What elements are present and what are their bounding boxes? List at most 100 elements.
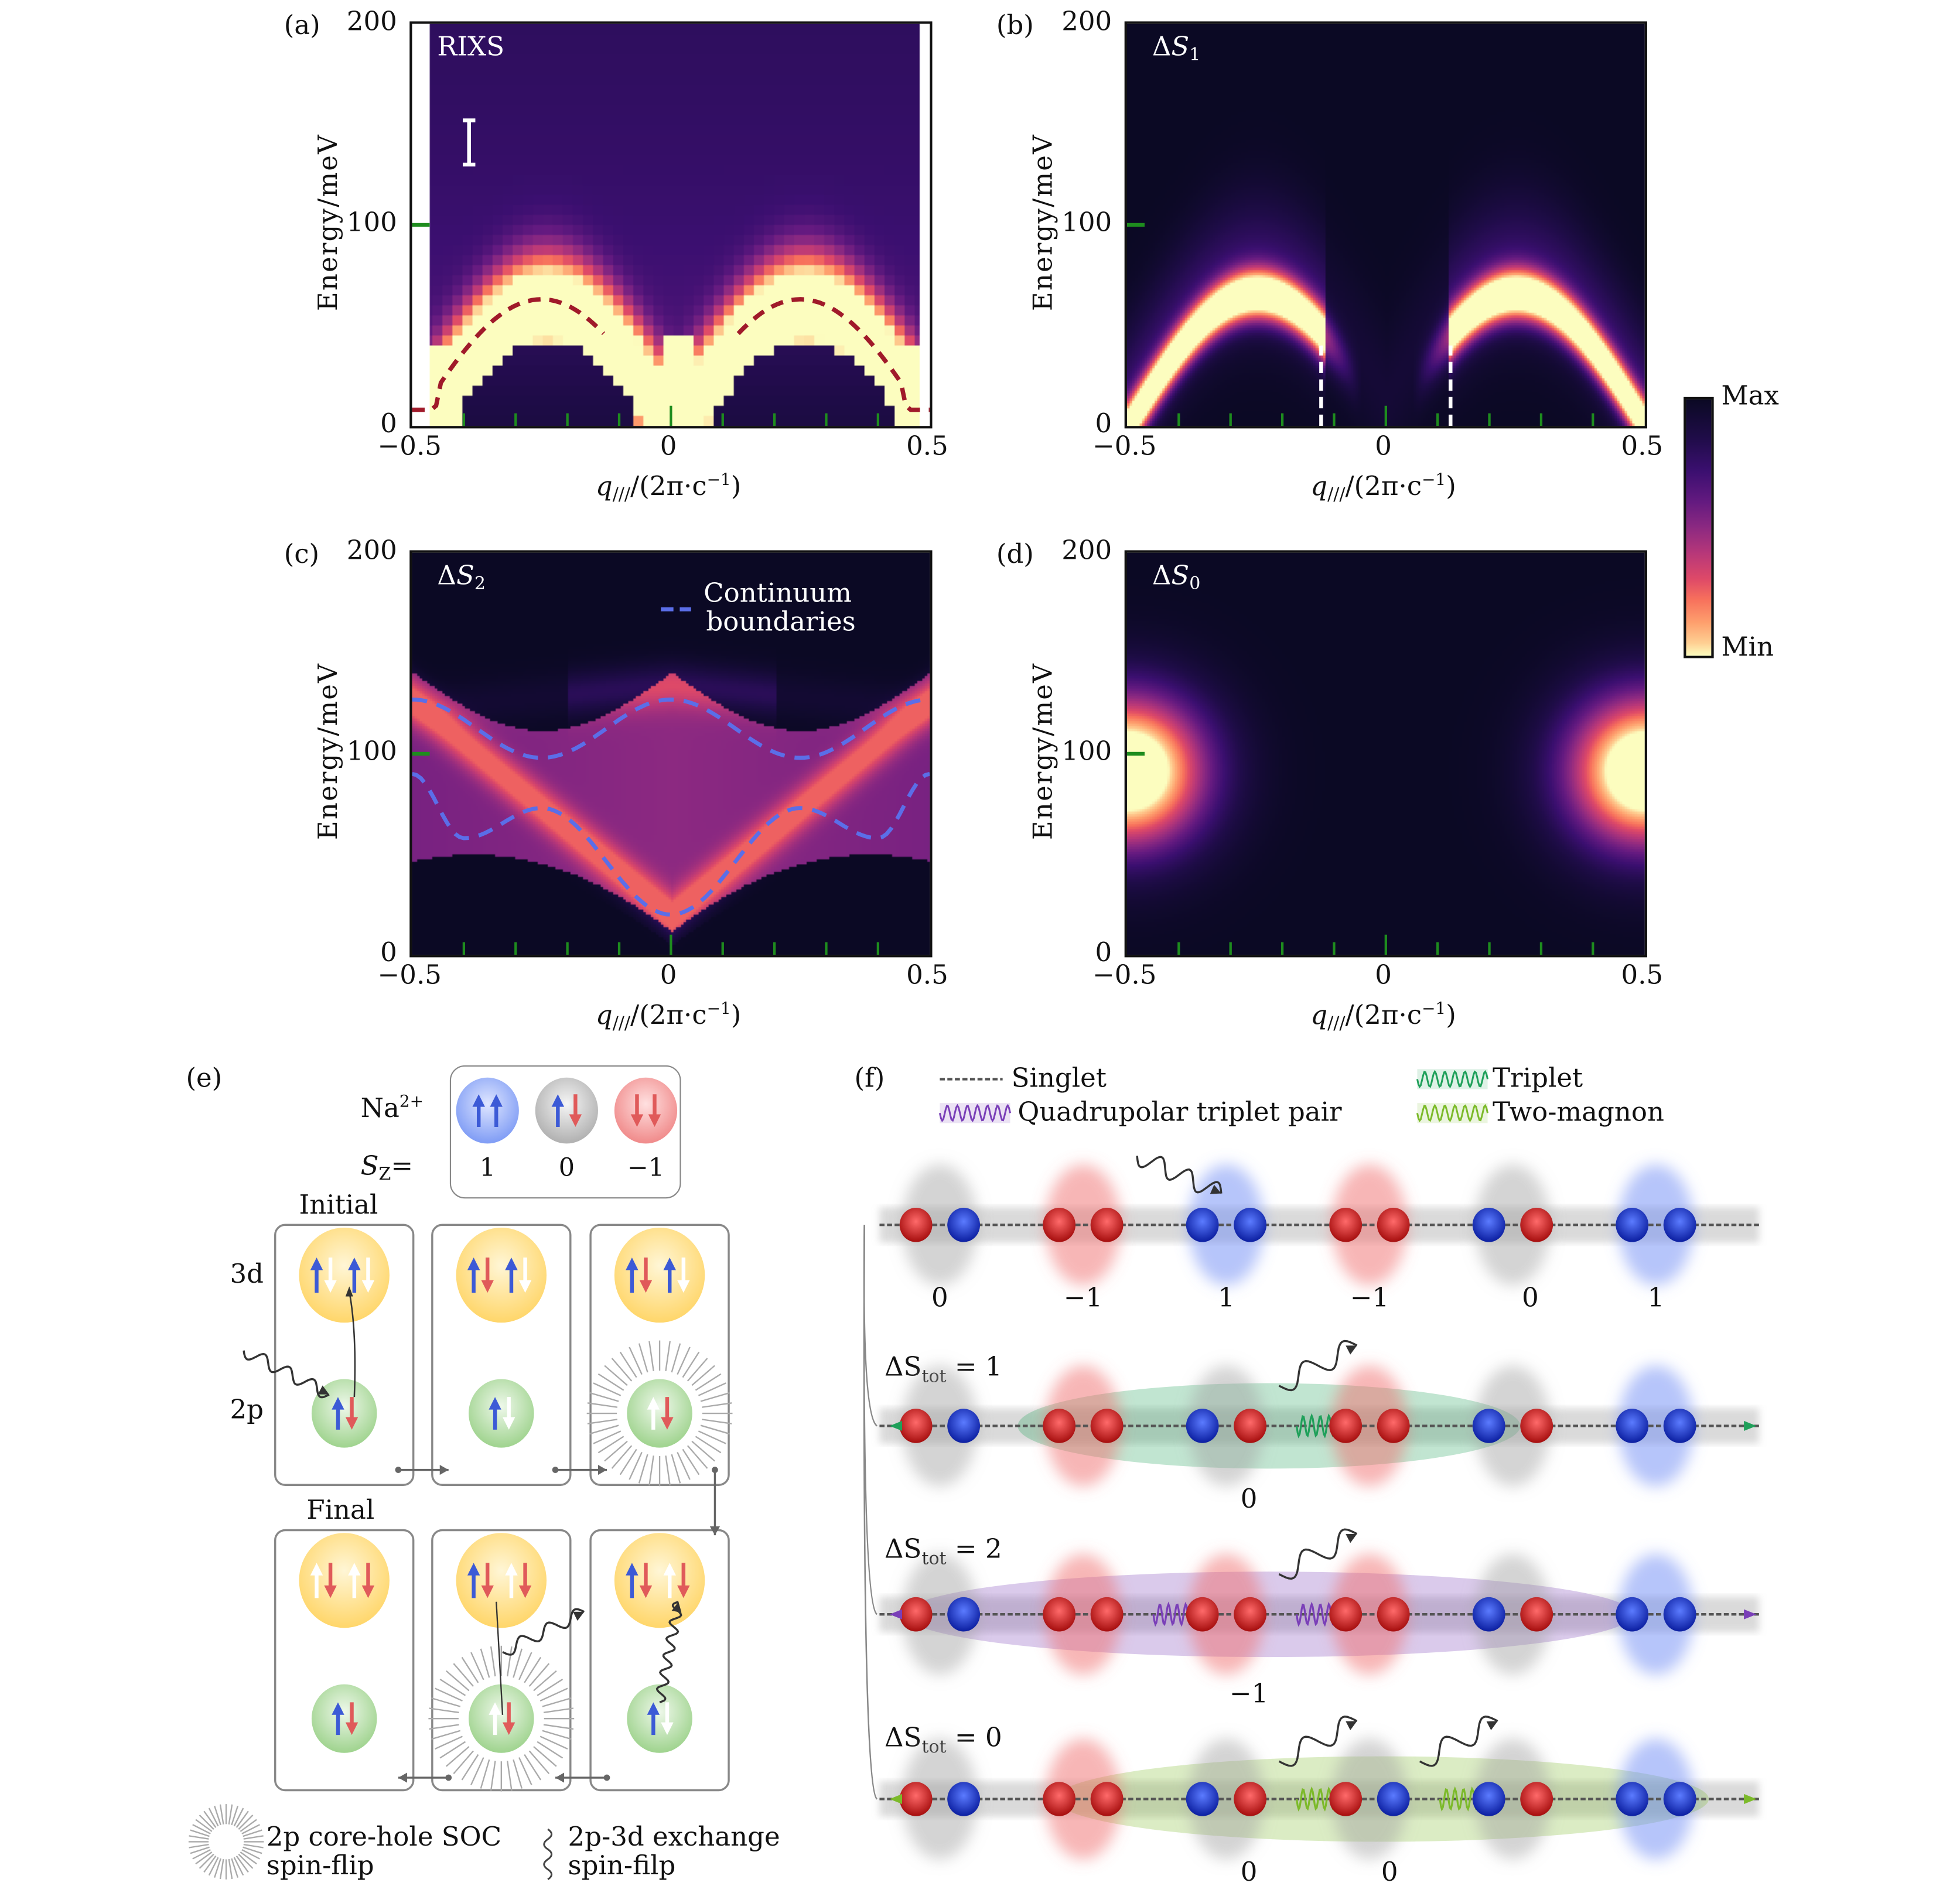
site-sz-value: −1 [1350,1282,1389,1313]
panel-label-e: (e) [186,1062,223,1094]
process-step-2 [431,1224,572,1486]
spin-up-arrow-icon [626,1563,638,1598]
spin-down-arrow-icon [502,1702,515,1735]
emitted-photon-icon [1278,1340,1358,1392]
site-sz-value: 1 [1648,1282,1665,1313]
dispersion-curve [412,297,606,412]
x-tick-label: −0.5 [1092,959,1157,990]
legend-two-magnon: Two-magnon [1493,1096,1665,1127]
spin-up-site [947,1409,981,1443]
chain-arrow-right-icon [1744,1420,1757,1431]
sz-equals: = [391,1150,414,1181]
3d-orbital [614,1227,705,1323]
heatmap-canvas-b [1126,23,1645,426]
spin-down-site [1186,1597,1219,1632]
colorbar-min-label: Min [1721,631,1774,662]
spin-down-arrow-icon [361,1258,375,1293]
spin-down-site [1234,1782,1267,1816]
spin-down-arrow-icon [661,1397,674,1430]
row-sz-value: 0 [1241,1856,1258,1884]
site-halo-red [1045,1164,1121,1286]
spin-up-arrow-icon [647,1397,660,1430]
spin-down-site [1234,1597,1267,1632]
y-tick-label: 100 [346,736,397,767]
legend-continuum-line1: Continuum [704,578,852,609]
spin-up-site [1186,1207,1219,1242]
site-halo-blue [1618,1164,1694,1286]
row-label-2p: 2p [230,1394,264,1425]
spin-up-site [1377,1782,1410,1816]
site-halo-gray [1331,1738,1408,1860]
x-tick-label: 0.5 [1621,430,1664,462]
site-halo-red [1045,1554,1121,1675]
exchange-spin-flip-icon [543,1828,553,1881]
site-halo-red [1331,1365,1408,1487]
spin-down-site [1043,1409,1076,1443]
spin-down-arrow-icon [324,1563,337,1598]
chain-arrow-left-icon [889,1793,903,1805]
panel-label-c: (c) [284,539,320,569]
row-sz-value: 0 [1241,1483,1258,1514]
emitted-photon-icon [502,1608,585,1656]
chain-arrow-left-icon [889,1420,903,1431]
spin-down-arrow-icon [661,1702,674,1735]
spin-up-site [1663,1597,1696,1632]
chain-delta-s-0 [879,1340,1759,1487]
spin-down-arrow-icon [481,1258,494,1293]
y-tick-label: 200 [1061,6,1112,37]
spin-down-arrow-icon [569,1094,582,1127]
spin-down-site [1520,1409,1553,1443]
spin-down-site [899,1207,933,1242]
spin-up-arrow-icon [647,1702,660,1735]
na-ion-halo [614,1077,678,1144]
x-tick-label: −0.5 [377,959,442,990]
heatmap-canvas-c [412,552,930,955]
spin-down-arrow-icon [481,1563,494,1598]
spin-up-site [1663,1207,1696,1242]
spin-down-site [1377,1597,1410,1632]
spin-up-arrow-icon [505,1563,518,1598]
x-tick-label: 0 [1375,959,1392,990]
row-sz-value: −1 [1230,1677,1268,1709]
na-ion-halo [456,1077,519,1144]
panel-title-c: ΔS2 [437,560,486,594]
spin-up-arrow-icon [663,1258,676,1293]
y-tick-label: 100 [1061,736,1112,767]
2p-orbital [311,1684,377,1753]
soc-spin-flip-burst-icon [188,1804,264,1880]
spin-up-arrow-icon [505,1258,518,1293]
spin-up-arrow-icon [551,1094,565,1127]
panel-label-b: (b) [996,10,1034,40]
rixs-process-diagram [243,1224,733,1792]
y-tick-label: 100 [346,207,397,238]
site-halo-red [1189,1554,1264,1675]
two-magnon-legend-icon [1416,1103,1489,1123]
legend-triplet: Triplet [1493,1062,1583,1094]
spin-up-arrow-icon [467,1258,480,1293]
x-axis-label: q////(2π·c−1) [595,1000,742,1034]
x-axis-label: q////(2π·c−1) [1310,1000,1456,1034]
triplet-legend-icon [1416,1069,1489,1089]
site-sz-value: 0 [1522,1282,1539,1313]
exchange-squiggle-icon [655,1601,682,1703]
legend-continuum-line2: boundaries [706,606,856,637]
overlay-c [412,607,930,955]
x-axis-label: q////(2π·c−1) [1310,471,1456,505]
y-axis-label: Energy/meV [313,662,343,840]
site-halo-blue [1189,1164,1264,1286]
spin-up-arrow-icon [310,1563,323,1598]
spin-up-arrow-icon [489,1397,501,1430]
initial-label: Initial [299,1190,378,1220]
x-tick-label: 0 [660,959,677,990]
x-tick-label: −0.5 [1092,430,1157,462]
sz-value: 0 [559,1153,575,1183]
emitted-photon-icon [1278,1716,1358,1767]
sz-symbol: S [360,1150,379,1181]
spin-down-arrow-icon [518,1258,532,1293]
3d-orbital [299,1533,390,1628]
site-halo-blue [1618,1554,1694,1675]
site-halo-blue [1618,1365,1694,1487]
spin-up-site [1663,1409,1696,1443]
error-bar [463,118,476,167]
3d-orbital [456,1227,547,1323]
